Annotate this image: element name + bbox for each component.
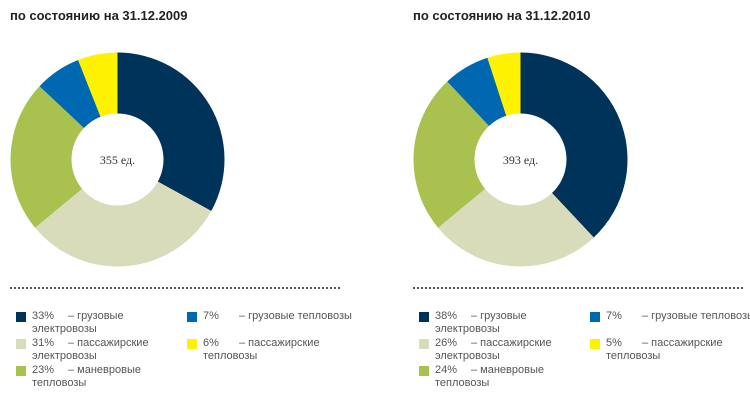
legend-swatch <box>419 339 429 349</box>
center-label: 355 ед. <box>100 153 135 167</box>
legend-label: 6% – пассажирские тепловозы <box>203 337 353 363</box>
legend-percent: 6% <box>203 337 219 349</box>
pie-slice-пассажирские-электровозы <box>438 188 594 267</box>
pie-slice-пассажирские-тепловозы <box>487 52 521 116</box>
legend-label: 5% – пассажирские тепловозы <box>606 337 750 363</box>
legend-swatch <box>590 312 600 322</box>
legend-swatch <box>187 339 197 349</box>
legend-text: – маневровые тепловозы <box>32 364 141 389</box>
legend-percent: 7% <box>203 310 219 322</box>
chart-panel-2010: по состоянию на 31.12.2010 393 ед. 38% – … <box>413 0 750 400</box>
legend-swatch <box>187 312 197 322</box>
legend-swatch <box>590 339 600 349</box>
legend-label: 38% – грузовые электровозы <box>435 310 585 336</box>
legend-text: – грузовые тепловозы <box>239 310 352 322</box>
pie-slice-пассажирские-электровозы <box>35 181 212 267</box>
legend-text: – пассажирские электровозы <box>32 337 149 362</box>
legend-percent: 24% <box>435 364 458 376</box>
legend-text: – пассажирские электровозы <box>435 337 552 362</box>
legend-swatch <box>16 339 26 349</box>
legend-text: – грузовые тепловозы <box>642 310 750 322</box>
legend-percent: 26% <box>435 337 458 349</box>
legend: 33% – грузовые электровозы 31% – пассажирск… <box>16 310 352 400</box>
pie-slice-грузовые-тепловозы <box>39 60 101 129</box>
pie-slice-пассажирские-тепловозы <box>78 52 118 117</box>
legend-swatch <box>419 312 429 322</box>
legend-text: – пассажирские тепловозы <box>203 337 320 362</box>
legend-label: 7% – грузовые тепловозы <box>203 310 353 323</box>
pie-slice-грузовые-тепловозы <box>447 57 507 126</box>
donut-chart: 393 ед. <box>413 52 628 267</box>
donut-chart: 355 ед. <box>10 52 225 267</box>
legend-text: – пассажирские тепловозы <box>606 337 723 362</box>
legend-text: – маневровые тепловозы <box>435 364 544 389</box>
legend-percent: 5% <box>606 337 622 349</box>
legend-text: – грузовые электровозы <box>32 310 124 335</box>
legend-text: – грузовые электровозы <box>435 310 527 335</box>
legend-percent: 33% <box>32 310 55 322</box>
legend-swatch <box>419 366 429 376</box>
legend-label: 7% – грузовые тепловозы <box>606 310 750 323</box>
pie-slice-маневровые-тепловозы <box>10 86 84 228</box>
legend-percent: 31% <box>32 337 55 349</box>
center-label: 393 ед. <box>503 153 538 167</box>
divider <box>10 287 340 289</box>
legend-swatch <box>16 366 26 376</box>
chart-title: по состоянию на 31.12.2010 <box>413 8 591 23</box>
legend-percent: 38% <box>435 310 458 322</box>
legend-label: 24% – маневровые тепловозы <box>435 364 585 390</box>
divider <box>413 287 743 289</box>
legend-label: 31% – пассажирские электровозы <box>32 337 182 363</box>
legend: 38% – грузовые электровозы 26% – пассажирск… <box>419 310 750 400</box>
legend-label: 26% – пассажирские электровозы <box>435 337 585 363</box>
pie-slice-маневровые-тепловозы <box>413 81 490 228</box>
legend-percent: 7% <box>606 310 622 322</box>
pie-slice-грузовые-электровозы <box>520 52 628 238</box>
chart-panel-2009: по состоянию на 31.12.2009 355 ед. 33% – … <box>10 0 352 400</box>
legend-label: 33% – грузовые электровозы <box>32 310 182 336</box>
chart-title: по состоянию на 31.12.2009 <box>10 8 188 23</box>
legend-percent: 23% <box>32 364 55 376</box>
pie-slice-грузовые-электровозы <box>117 52 225 212</box>
legend-label: 23% – маневровые тепловозы <box>32 364 182 390</box>
legend-swatch <box>16 312 26 322</box>
